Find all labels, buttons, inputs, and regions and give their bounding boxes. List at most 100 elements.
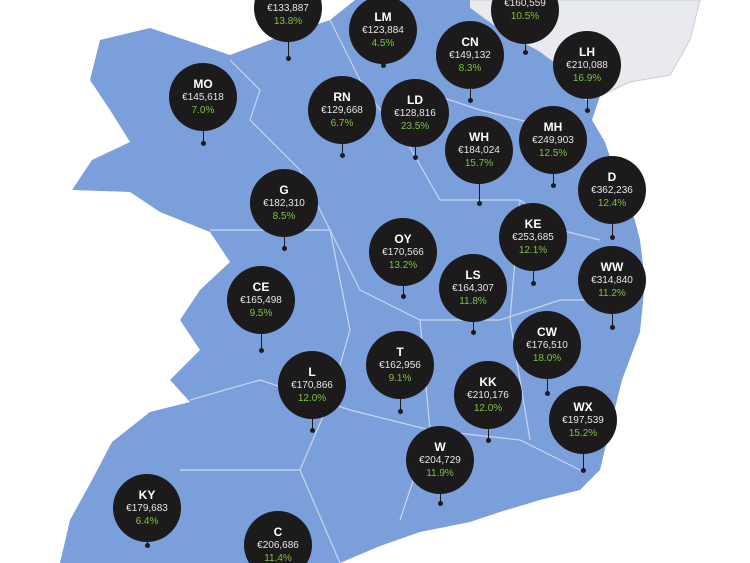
price-change: 16.9% <box>572 72 602 84</box>
marker-bubble: CE €165,498 9.5% <box>227 266 295 334</box>
county-code: LD <box>407 92 423 107</box>
county-code: CN <box>461 34 479 49</box>
price-change: 4.5% <box>371 37 395 49</box>
marker-bubble: KY €179,683 6.4% <box>113 474 181 542</box>
county-code: MO <box>193 76 213 91</box>
county-code: T <box>396 344 404 359</box>
price-change: 6.7% <box>330 117 354 129</box>
county-code: CW <box>537 324 557 339</box>
county-code: CE <box>252 279 270 294</box>
average-price: €210,088 <box>566 59 608 71</box>
price-change: 12.0% <box>297 392 327 404</box>
average-price: €253,685 <box>512 231 554 243</box>
marker-dot <box>144 543 150 548</box>
county-code: KK <box>479 374 497 389</box>
marker-bubble: RN €129,668 6.7% <box>308 76 376 144</box>
average-price: €314,840 <box>591 274 633 286</box>
county-code: SO <box>279 0 296 2</box>
price-change: 11.2% <box>598 287 626 299</box>
marker-bubble: MO €145,618 7.0% <box>169 63 237 131</box>
price-change: 8.5% <box>272 210 296 222</box>
price-change: 6.4% <box>135 515 159 527</box>
price-change: 13.2% <box>388 259 418 271</box>
average-price: €184,024 <box>458 144 500 156</box>
marker-dot <box>522 50 528 55</box>
marker-bubble: CN €149,132 8.3% <box>436 21 504 89</box>
price-change: 9.1% <box>388 372 412 384</box>
marker-stem <box>524 40 526 52</box>
average-price: €123,884 <box>362 24 404 36</box>
average-price: €165,498 <box>240 294 282 306</box>
average-price: €170,566 <box>382 246 424 258</box>
marker-bubble: D €362,236 12.4% <box>578 156 646 224</box>
county-code: G <box>279 182 289 197</box>
price-change: 10.5% <box>510 11 540 22</box>
marker-stem <box>586 95 588 110</box>
marker-stem <box>582 450 584 470</box>
price-change: 15.7% <box>464 157 494 169</box>
marker-dot <box>476 201 482 206</box>
marker-dot <box>412 155 418 160</box>
marker-bubble: KE €253,685 12.1% <box>499 203 567 271</box>
marker-stem <box>439 490 441 503</box>
marker-dot <box>397 409 403 414</box>
marker-bubble: WX €197,539 15.2% <box>549 386 617 454</box>
county-code: LH <box>579 44 595 59</box>
average-price: €197,539 <box>562 414 604 426</box>
marker-bubble: L €170,866 12.0% <box>278 351 346 419</box>
marker-bubble: CW €176,510 18.0% <box>513 311 581 379</box>
marker-dot <box>309 428 315 433</box>
price-change: 11.8% <box>459 295 487 307</box>
average-price: €206,686 <box>257 539 299 551</box>
price-change: 12.4% <box>597 197 627 209</box>
marker-dot <box>400 294 406 299</box>
marker-dot <box>437 501 443 506</box>
price-change: 12.0% <box>473 402 503 414</box>
average-price: €249,903 <box>532 134 574 146</box>
average-price: €179,683 <box>126 502 168 514</box>
marker-bubble: T €162,956 9.1% <box>366 331 434 399</box>
marker-stem <box>341 140 343 155</box>
marker-stem <box>399 395 401 411</box>
marker-stem <box>469 85 471 100</box>
marker-dot <box>609 325 615 330</box>
marker-dot <box>470 330 476 335</box>
marker-dot <box>609 235 615 240</box>
marker-dot <box>530 281 536 286</box>
average-price: €362,236 <box>591 184 633 196</box>
marker-bubble: LM €123,884 4.5% <box>349 0 417 64</box>
marker-stem <box>478 180 480 203</box>
average-price: €182,310 <box>263 197 305 209</box>
marker-dot <box>580 468 586 473</box>
marker-bubble: LS €164,307 11.8% <box>439 254 507 322</box>
marker-bubble: KK €210,176 12.0% <box>454 361 522 429</box>
marker-bubble: MH €249,903 12.5% <box>519 106 587 174</box>
marker-bubble: WW €314,840 11.2% <box>578 246 646 314</box>
marker-dot <box>485 438 491 443</box>
county-code: LS <box>465 267 481 282</box>
average-price: €149,132 <box>449 49 491 61</box>
marker-dot <box>285 56 291 61</box>
marker-stem <box>532 267 534 283</box>
county-code: RN <box>333 89 351 104</box>
marker-stem <box>287 38 289 58</box>
average-price: €160,559 <box>504 0 546 9</box>
county-code: KY <box>138 487 156 502</box>
marker-bubble: W €204,729 11.9% <box>406 426 474 494</box>
marker-stem <box>611 220 613 237</box>
marker-stem <box>414 143 416 157</box>
marker-dot <box>550 183 556 188</box>
county-code: L <box>308 364 316 379</box>
average-price: €129,668 <box>321 104 363 116</box>
marker-dot <box>544 391 550 396</box>
county-code: D <box>607 169 617 184</box>
marker-dot <box>200 141 206 146</box>
marker-stem <box>402 282 404 296</box>
marker-bubble: OY €170,566 13.2% <box>369 218 437 286</box>
average-price: €128,816 <box>394 107 436 119</box>
price-change: 13.8% <box>273 15 303 27</box>
county-code: WX <box>573 399 593 414</box>
average-price: €145,618 <box>182 91 224 103</box>
average-price: €133,887 <box>267 2 309 14</box>
